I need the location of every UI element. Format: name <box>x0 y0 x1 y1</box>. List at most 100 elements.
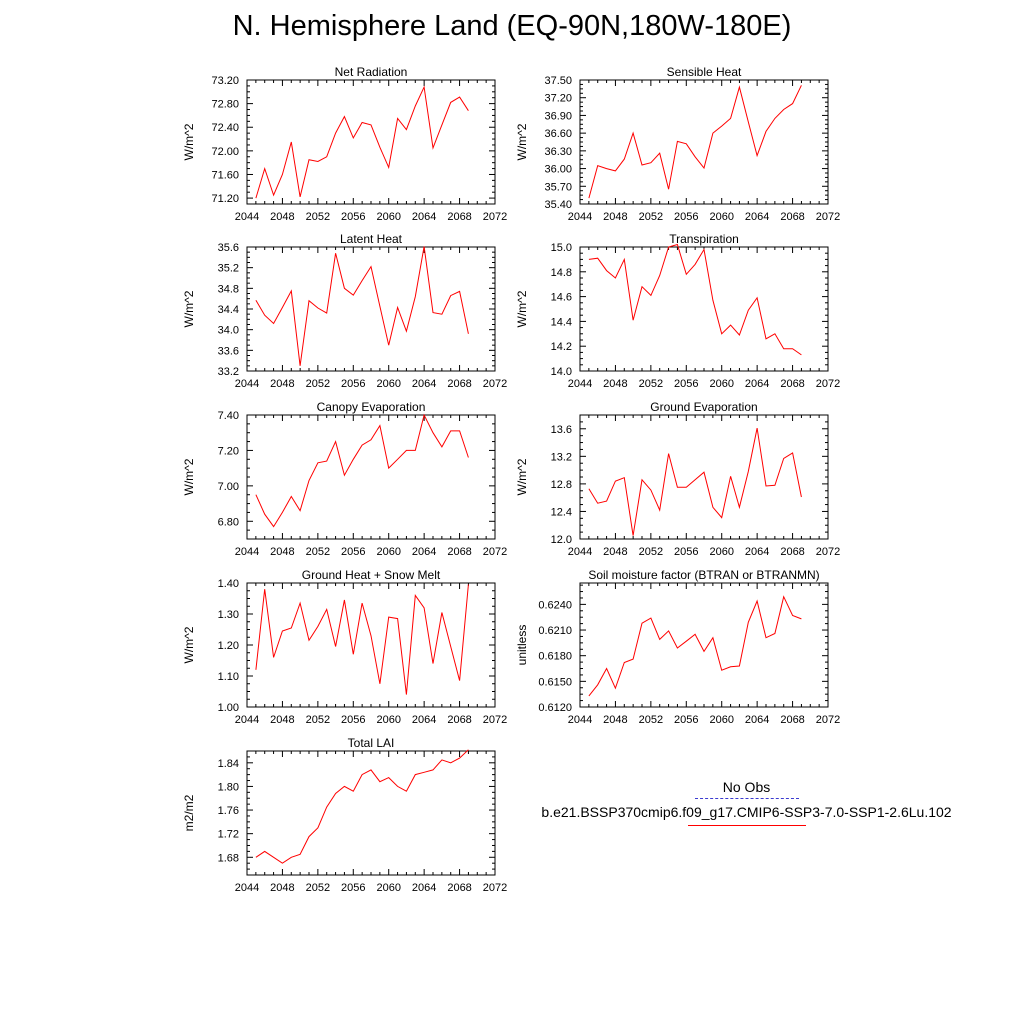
y-tick-label: 13.6 <box>551 424 572 436</box>
y-axis-label: W/m^2 <box>515 290 529 327</box>
x-tick-label: 2060 <box>709 546 733 558</box>
x-tick-label: 2064 <box>412 211 436 223</box>
chart-panel: Ground Heat + Snow Melt W/m^2 2044 2048 2052… <box>182 568 507 726</box>
legend-obs-line <box>694 798 799 799</box>
x-tick-label: 2072 <box>483 882 507 894</box>
chart-panel: Latent Heat W/m^2 2044 2048 2052 2056 2060 2064… <box>182 232 507 390</box>
y-tick-label: 15.0 <box>551 242 572 254</box>
y-tick-label: 36.30 <box>544 146 572 158</box>
y-tick-label: 1.68 <box>218 852 239 864</box>
chart-title: Canopy Evaporation <box>317 400 426 414</box>
y-tick-label: 14.0 <box>551 366 572 378</box>
x-tick-label: 2044 <box>568 378 592 390</box>
x-tick-label: 2048 <box>603 211 627 223</box>
x-tick-label: 2052 <box>306 714 330 726</box>
y-tick-label: 36.00 <box>544 164 572 176</box>
x-tick-label: 2056 <box>341 714 365 726</box>
y-axis-label: m2/m2 <box>182 794 196 831</box>
y-tick-label: 33.6 <box>218 345 239 357</box>
y-tick-label: 72.80 <box>211 99 239 111</box>
y-tick-label: 1.00 <box>218 702 239 714</box>
x-tick-label: 2052 <box>306 378 330 390</box>
x-tick-label: 2056 <box>674 546 698 558</box>
x-tick-label: 2048 <box>603 546 627 558</box>
y-axis-label: W/m^2 <box>182 123 196 160</box>
series-line <box>255 413 469 528</box>
x-tick-label: 2064 <box>412 714 436 726</box>
series-line <box>255 584 469 695</box>
x-tick-label: 2056 <box>341 211 365 223</box>
x-tick-label: 2052 <box>639 546 663 558</box>
series-line <box>588 85 802 199</box>
y-tick-label: 0.6240 <box>538 599 572 611</box>
y-tick-label: 13.2 <box>551 451 572 463</box>
y-tick-label: 35.70 <box>544 181 572 193</box>
x-tick-label: 2072 <box>483 211 507 223</box>
y-axis-label: W/m^2 <box>182 626 196 663</box>
plot-frame <box>579 582 829 708</box>
page-title: N. Hemisphere Land (EQ-90N,180W-180E) <box>232 10 792 42</box>
x-tick-label: 2072 <box>816 211 840 223</box>
y-tick-label: 34.0 <box>218 325 239 337</box>
x-tick-label: 2048 <box>270 546 294 558</box>
y-tick-label: 34.8 <box>218 283 239 295</box>
y-tick-label: 6.80 <box>218 516 239 528</box>
x-tick-label: 2056 <box>674 714 698 726</box>
x-tick-label: 2068 <box>447 378 471 390</box>
y-tick-label: 0.6210 <box>538 625 572 637</box>
x-tick-label: 2052 <box>306 211 330 223</box>
y-tick-label: 12.4 <box>551 506 572 518</box>
y-tick-label: 72.40 <box>211 122 239 134</box>
series-line <box>255 85 469 199</box>
y-tick-label: 71.20 <box>211 193 239 205</box>
x-tick-label: 2048 <box>270 378 294 390</box>
y-axis-label: unitless <box>515 625 529 666</box>
y-tick-label: 35.2 <box>218 263 239 275</box>
x-tick-label: 2064 <box>745 378 769 390</box>
x-tick-label: 2060 <box>709 211 733 223</box>
chart-panel: Soil moisture factor (BTRAN or BTRANMN) u… <box>515 568 840 726</box>
chart-title: Sensible Heat <box>667 65 742 79</box>
x-tick-label: 2060 <box>376 546 400 558</box>
legend: No Obs b.e21.BSSP370cmip6.f09_g17.CMIP6-… <box>540 778 953 826</box>
x-tick-label: 2056 <box>341 378 365 390</box>
x-tick-label: 2068 <box>780 546 804 558</box>
x-tick-label: 2048 <box>270 211 294 223</box>
x-tick-label: 2044 <box>235 378 259 390</box>
chart-panel: Net Radiation W/m^2 2044 2048 2052 2056 2060 20… <box>182 65 507 223</box>
x-tick-label: 2044 <box>235 882 259 894</box>
x-tick-label: 2060 <box>709 378 733 390</box>
x-tick-label: 2052 <box>306 882 330 894</box>
x-tick-label: 2064 <box>745 714 769 726</box>
chart-panel: Transpiration W/m^2 2044 2048 2052 2056 2060 20… <box>515 232 840 390</box>
chart-title: Latent Heat <box>340 232 403 246</box>
y-tick-label: 35.6 <box>218 242 239 254</box>
plot-frame <box>246 246 496 372</box>
x-tick-label: 2048 <box>270 714 294 726</box>
x-tick-label: 2068 <box>780 714 804 726</box>
x-tick-label: 2060 <box>376 211 400 223</box>
x-tick-label: 2048 <box>603 714 627 726</box>
y-tick-label: 7.20 <box>218 445 239 457</box>
y-tick-label: 7.40 <box>218 410 239 422</box>
series-line <box>255 246 469 366</box>
chart-panel: Sensible Heat W/m^2 2044 2048 2052 2056 2060 20… <box>515 65 840 223</box>
x-tick-label: 2064 <box>745 546 769 558</box>
y-tick-label: 33.2 <box>218 366 239 378</box>
x-tick-label: 2044 <box>568 714 592 726</box>
x-tick-label: 2072 <box>816 378 840 390</box>
plot-frame <box>246 414 496 540</box>
x-tick-label: 2052 <box>639 378 663 390</box>
y-tick-label: 36.60 <box>544 128 572 140</box>
x-tick-label: 2056 <box>674 378 698 390</box>
y-tick-label: 1.80 <box>218 781 239 793</box>
y-axis-label: W/m^2 <box>515 123 529 160</box>
y-tick-label: 1.40 <box>218 578 239 590</box>
x-tick-label: 2068 <box>780 211 804 223</box>
plot-frame <box>579 246 829 372</box>
x-tick-label: 2072 <box>483 546 507 558</box>
chart-panel: Canopy Evaporation W/m^2 2044 2048 2052 2056 2… <box>182 400 507 558</box>
y-tick-label: 37.50 <box>544 75 572 87</box>
chart-panel: Ground Evaporation W/m^2 2044 2048 2052 2056 2… <box>515 400 840 558</box>
